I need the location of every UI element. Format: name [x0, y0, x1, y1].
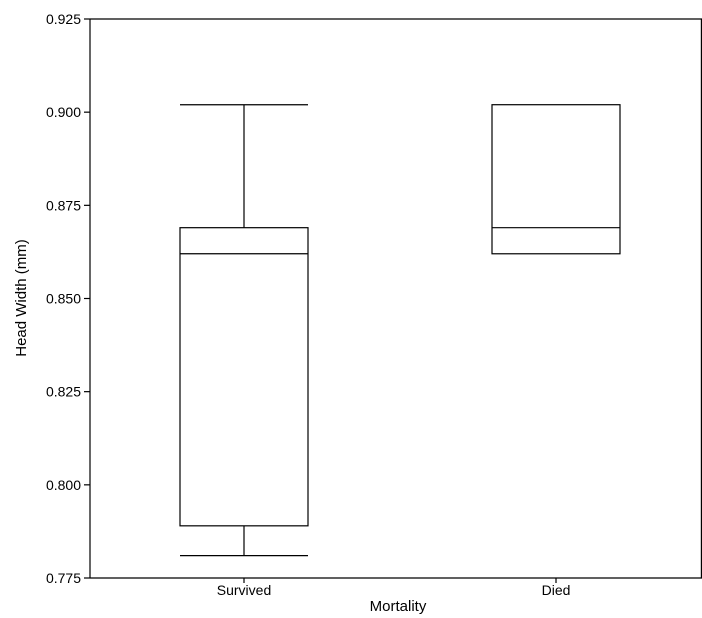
y-tick-label: 0.825 [46, 384, 81, 400]
y-tick-label: 0.775 [46, 570, 81, 586]
boxes [179, 104, 621, 557]
y-tick-label: 0.850 [46, 291, 81, 307]
y-tick-label: 0.900 [46, 104, 81, 120]
axes [84, 18, 702, 583]
labels: 0.775 0.800 0.825 0.850 0.875 0.900 0.925 Survi… [46, 11, 570, 598]
y-tick-label: 0.925 [46, 11, 81, 27]
x-axis-title: Mortality [370, 598, 427, 615]
y-tick-label: 0.800 [46, 477, 81, 493]
iqr-box [179, 227, 309, 527]
y-axis-title: Head Width (mm) [13, 239, 30, 357]
box-survived [179, 104, 309, 557]
x-tick-label: Survived [217, 582, 271, 598]
box-died [491, 104, 621, 255]
iqr-box [491, 104, 621, 255]
y-tick-label: 0.875 [46, 197, 81, 213]
x-tick-label: Died [542, 582, 571, 598]
